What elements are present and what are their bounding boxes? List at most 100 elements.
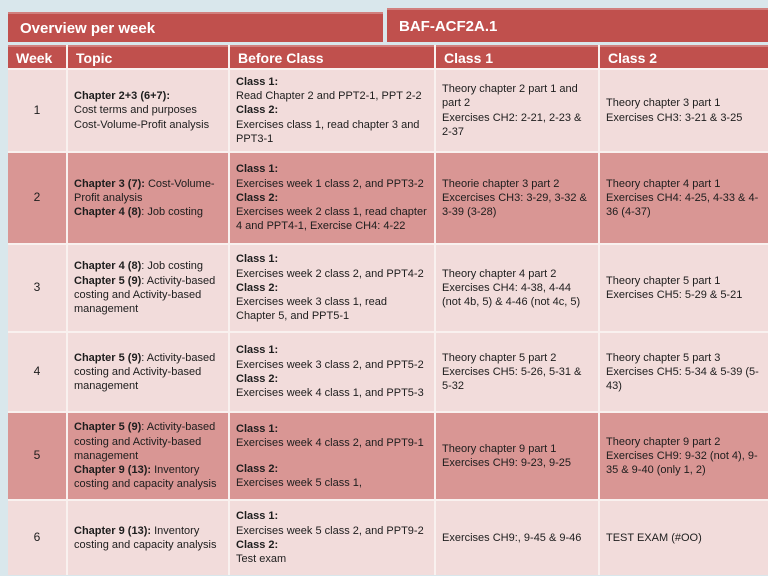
class1-cell: Theory chapter 4 part 2 Exercises CH4: 4-…	[436, 245, 598, 331]
column-header-class2: Class 2	[600, 45, 768, 68]
cell-paragraph: Theory chapter 4 part 2	[442, 267, 592, 281]
bold-text-run: Chapter 5 (9)	[74, 274, 142, 287]
week-cell: 6	[8, 501, 66, 575]
cell-paragraph: Theory chapter 4 part 1	[606, 177, 762, 191]
cell-paragraph: Class 1:	[236, 509, 428, 523]
cell-paragraph: Theorie chapter 3 part 2	[442, 177, 592, 191]
class2-cell: TEST EXAM (#OO)	[600, 501, 768, 575]
cell-paragraph: Chapter 5 (9): Activity-based costing an…	[74, 420, 222, 463]
cell-paragraph: Class 1:	[236, 75, 428, 89]
bold-text-run: Class 1:	[236, 75, 279, 88]
text-run: Exercises CH5: 5-29 & 5-21	[606, 289, 743, 301]
bold-text-run: Class 2:	[236, 104, 279, 117]
bold-text-run: Class 2:	[236, 191, 279, 204]
column-header-week: Week	[8, 45, 66, 68]
cell-paragraph: Class 2:	[236, 191, 428, 205]
before-class-cell: Class 1: Read Chapter 2 and PPT2-1, PPT 2…	[230, 70, 434, 151]
text-run: Theory chapter 4 part 1	[606, 177, 721, 190]
cell-paragraph: Exercises week 5 class 1,	[236, 476, 428, 490]
text-run: Exercises CH9:, 9-45 & 9-46	[442, 531, 582, 544]
cell-paragraph: Class 1:	[236, 422, 428, 436]
cell-paragraph: Exercises week 2 class 1, read chapter 4…	[236, 205, 428, 234]
cell-paragraph: Class 1:	[236, 343, 428, 357]
cell-paragraph: Exercises CH4: 4-25, 4-33 & 4-36 (4-37)	[606, 191, 762, 220]
schedule-table: Week Topic Before Class Class 1 Class 2 …	[8, 45, 768, 575]
cell-paragraph: Exercises week 2 class 2, and PPT4-2	[236, 267, 428, 281]
bold-text-run: Class 2:	[236, 539, 279, 551]
bold-text-run: Class 1:	[236, 253, 279, 266]
cell-paragraph: Exercises CH9:, 9-45 & 9-46	[442, 531, 592, 545]
week-cell: 4	[8, 333, 66, 411]
cell-paragraph: Theory chapter 5 part 3	[606, 351, 762, 365]
class2-cell: Theory chapter 5 part 1 Exercises CH5: 5-…	[600, 245, 768, 331]
bold-text-run: Class 1:	[236, 344, 279, 357]
bold-text-run: Chapter 3 (7):	[74, 177, 145, 190]
cell-paragraph: Exercises week 3 class 1, read Chapter 5…	[236, 295, 428, 324]
bold-text-run: Chapter 5 (9)	[74, 351, 142, 364]
cell-paragraph: Exercises CH5: 5-34 & 5-39 (5-43)	[606, 365, 762, 394]
text-run: Cost-Volume-Profit analysis	[74, 118, 210, 131]
bold-text-run: Chapter 4 (8)	[74, 260, 142, 273]
text-run: Theory chapter 9 part 2	[606, 435, 721, 448]
class1-cell: Theory chapter 9 part 1 Exercises CH9: 9-…	[436, 413, 598, 499]
text-run: Cost-Volume-Profit analysis	[74, 177, 215, 204]
topic-cell: Chapter 5 (9): Activity-based costing an…	[68, 413, 228, 499]
cell-paragraph: Chapter 9 (13): Inventory costing and ca…	[74, 524, 222, 553]
cell-paragraph: Chapter 4 (8): Job costing	[74, 205, 222, 219]
column-header-topic: Topic	[68, 45, 228, 68]
text-run: Exercises CH9: 9-23, 9-25	[442, 457, 571, 469]
text-run: : Activity-based costing and Activity-ba…	[74, 421, 216, 462]
class2-cell: Theory chapter 9 part 2 Exercises CH9: 9-…	[600, 413, 768, 499]
before-class-cell: Class 1: Exercises week 4 class 2, and PP…	[230, 413, 434, 499]
class1-cell: Theorie chapter 3 part 2 Excercises CH3: …	[436, 153, 598, 243]
cell-paragraph: Class 2:	[236, 538, 428, 552]
text-run: Theory chapter 2 part 1 and part 2	[442, 82, 578, 110]
cell-paragraph: Class 2:	[236, 462, 428, 476]
before-class-cell: Class 1: Exercises week 1 class 2, and PP…	[230, 153, 434, 243]
text-run: Exercises week 2 class 1, read chapter 4…	[236, 206, 427, 233]
cell-paragraph: Class 1:	[236, 162, 428, 176]
topic-cell: Chapter 3 (7): Cost-Volume-Profit analys…	[68, 153, 228, 243]
cell-paragraph: Exercises CH9: 9-32 (not 4), 9-35 & 9-40…	[606, 449, 762, 478]
cell-paragraph: Exercises week 5 class 2, and PPT9-2	[236, 524, 428, 538]
text-run: Exercises CH2: 2-21, 2-23 & 2-37	[442, 111, 582, 138]
bold-text-run: Chapter 2+3 (6+7):	[74, 90, 170, 103]
cell-paragraph: Theory chapter 5 part 2	[442, 351, 592, 365]
class1-cell: Theory chapter 5 part 2 Exercises CH5: 5-…	[436, 333, 598, 411]
bold-text-run: Chapter 5 (9)	[74, 421, 142, 434]
page-title: Overview per week	[8, 12, 383, 42]
cell-paragraph: Exercises week 4 class 1, and PPT5-3	[236, 386, 428, 400]
cell-paragraph: Class 2:	[236, 372, 428, 386]
text-run: Inventory costing and capacity analysis	[74, 464, 217, 491]
cell-paragraph: Chapter 5 (9): Activity-based costing an…	[74, 274, 222, 317]
class2-cell: Theory chapter 4 part 1 Exercises CH4: 4-…	[600, 153, 768, 243]
cell-paragraph: Cost terms and purposes	[74, 103, 222, 117]
cell-paragraph: Class 2:	[236, 281, 428, 295]
bold-text-run: Chapter 9 (13):	[74, 524, 152, 537]
cell-paragraph: Chapter 4 (8): Job costing	[74, 259, 222, 273]
cell-paragraph	[236, 451, 428, 462]
text-run: Exercises week 3 class 2, and PPT5-2	[236, 358, 424, 371]
text-run: Exercises week 2 class 2, and PPT4-2	[236, 267, 424, 280]
text-run: Cost terms and purposes	[74, 104, 197, 117]
cell-paragraph: Chapter 9 (13): Inventory costing and ca…	[74, 463, 222, 492]
text-run: Exercises CH4: 4-25, 4-33 & 4-36 (4-37)	[606, 191, 759, 219]
bold-text-run: Chapter 9 (13):	[74, 464, 152, 477]
cell-paragraph: Exercises week 4 class 2, and PPT9-1	[236, 436, 428, 450]
bold-text-run: Class 1:	[236, 422, 279, 435]
text-run: Exercises CH3: 3-21 & 3-25	[606, 111, 743, 124]
text-run: Exercises week 4 class 1, and PPT5-3	[236, 387, 424, 400]
text-run: Theory chapter 5 part 2	[442, 351, 557, 364]
course-code: BAF-ACF2A.1	[387, 8, 768, 42]
text-run: Exercises CH4: 4-38, 4-44 (not 4b, 5) & …	[442, 281, 581, 309]
text-run: : Job costing	[141, 206, 204, 219]
class1-cell: Exercises CH9:, 9-45 & 9-46	[436, 501, 598, 575]
cell-paragraph: Chapter 3 (7): Cost-Volume-Profit analys…	[74, 177, 222, 206]
text-run: Exercises CH5: 5-26, 5-31 & 5-32	[442, 365, 582, 393]
class2-cell: Theory chapter 5 part 3 Exercises CH5: 5-…	[600, 333, 768, 411]
cell-paragraph: Cost-Volume-Profit analysis	[74, 118, 222, 132]
before-class-cell: Class 1: Exercises week 2 class 2, and PP…	[230, 245, 434, 331]
week-cell: 2	[8, 153, 66, 243]
text-run: : Job costing	[141, 260, 204, 273]
class2-cell: Theory chapter 3 part 1 Exercises CH3: 3-…	[600, 70, 768, 151]
